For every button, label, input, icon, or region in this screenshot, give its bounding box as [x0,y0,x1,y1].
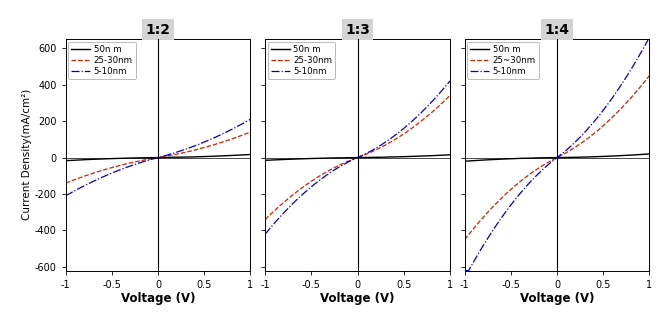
50n m [441,153,449,157]
5-10nm [371,147,379,151]
50n m [213,154,221,158]
Line: 25~30nm: 25~30nm [464,76,649,240]
Legend: 50n m, 25-30nm, 5-10nm: 50n m, 25-30nm, 5-10nm [268,42,335,79]
Line: 5-10nm: 5-10nm [265,81,450,234]
50n m [247,153,255,156]
25-30nm [213,142,221,146]
50n m [548,156,556,160]
5-10nm [350,157,358,161]
25~30nm [461,238,468,242]
25~30nm [550,157,558,161]
5-10nm [561,150,569,154]
50n m [612,154,620,158]
Title: 1:2: 1:2 [146,22,171,37]
50n m [349,156,357,160]
25-30nm [413,123,420,126]
Title: 1:4: 1:4 [544,22,569,37]
25-30nm [150,156,158,160]
5-10nm [242,120,250,124]
5-10nm [413,115,420,119]
Line: 50n m: 50n m [265,155,450,160]
5-10nm [150,156,158,160]
Line: 25-30nm: 25-30nm [265,96,450,219]
50n m [150,156,157,160]
25~30nm [641,79,649,83]
X-axis label: Voltage (V): Voltage (V) [520,292,594,305]
50n m [446,153,454,157]
25-30nm [446,94,454,97]
5-10nm [612,91,620,95]
25~30nm [548,158,556,162]
Line: 5-10nm: 5-10nm [464,39,649,271]
5-10nm [213,135,221,139]
Legend: 50n m, 25-30nm, 5-10nm: 50n m, 25-30nm, 5-10nm [68,42,136,79]
Line: 5-10nm: 5-10nm [66,119,251,196]
X-axis label: Voltage (V): Voltage (V) [320,292,395,305]
25-30nm [371,148,379,152]
5-10nm [550,158,558,162]
5-10nm [62,194,70,198]
Line: 50n m: 50n m [66,155,251,161]
25-30nm [441,98,449,102]
25~30nm [612,111,620,115]
5-10nm [150,157,157,161]
5-10nm [172,151,180,155]
25-30nm [247,130,255,134]
50n m [62,159,70,163]
50n m [350,156,358,160]
Line: 25-30nm: 25-30nm [66,132,251,183]
50n m [161,156,169,159]
25~30nm [571,146,579,150]
50n m [641,152,649,156]
50n m [571,156,579,159]
5-10nm [446,79,454,83]
25~30nm [561,152,569,156]
5-10nm [641,43,649,47]
25-30nm [172,153,180,156]
50n m [550,156,558,160]
25~30nm [646,74,653,78]
25-30nm [150,156,157,160]
5-10nm [548,159,556,163]
50n m [361,156,369,159]
5-10nm [645,37,653,41]
Title: 1:3: 1:3 [345,22,370,37]
25-30nm [349,157,357,161]
50n m [646,152,653,156]
50n m [172,156,180,159]
25-30nm [62,181,70,185]
50n m [150,156,158,160]
5-10nm [349,158,357,162]
50n m [461,159,468,163]
25-30nm [261,217,269,221]
5-10nm [461,269,468,273]
5-10nm [161,154,169,157]
25-30nm [361,153,369,157]
50n m [561,156,569,159]
25-30nm [161,154,169,158]
Y-axis label: Current Density(mA/cm²): Current Density(mA/cm²) [22,89,31,220]
5-10nm [441,84,449,88]
25-30nm [350,157,358,161]
50n m [413,154,420,158]
50n m [242,153,250,157]
Legend: 50n m, 25~30nm, 5-10nm: 50n m, 25~30nm, 5-10nm [467,42,539,79]
Line: 50n m: 50n m [464,154,649,161]
5-10nm [361,152,369,156]
50n m [371,156,379,159]
5-10nm [646,37,653,41]
5-10nm [261,232,269,236]
5-10nm [247,117,255,121]
50n m [261,158,269,162]
X-axis label: Voltage (V): Voltage (V) [121,292,195,305]
5-10nm [571,141,579,144]
25-30nm [242,132,250,136]
